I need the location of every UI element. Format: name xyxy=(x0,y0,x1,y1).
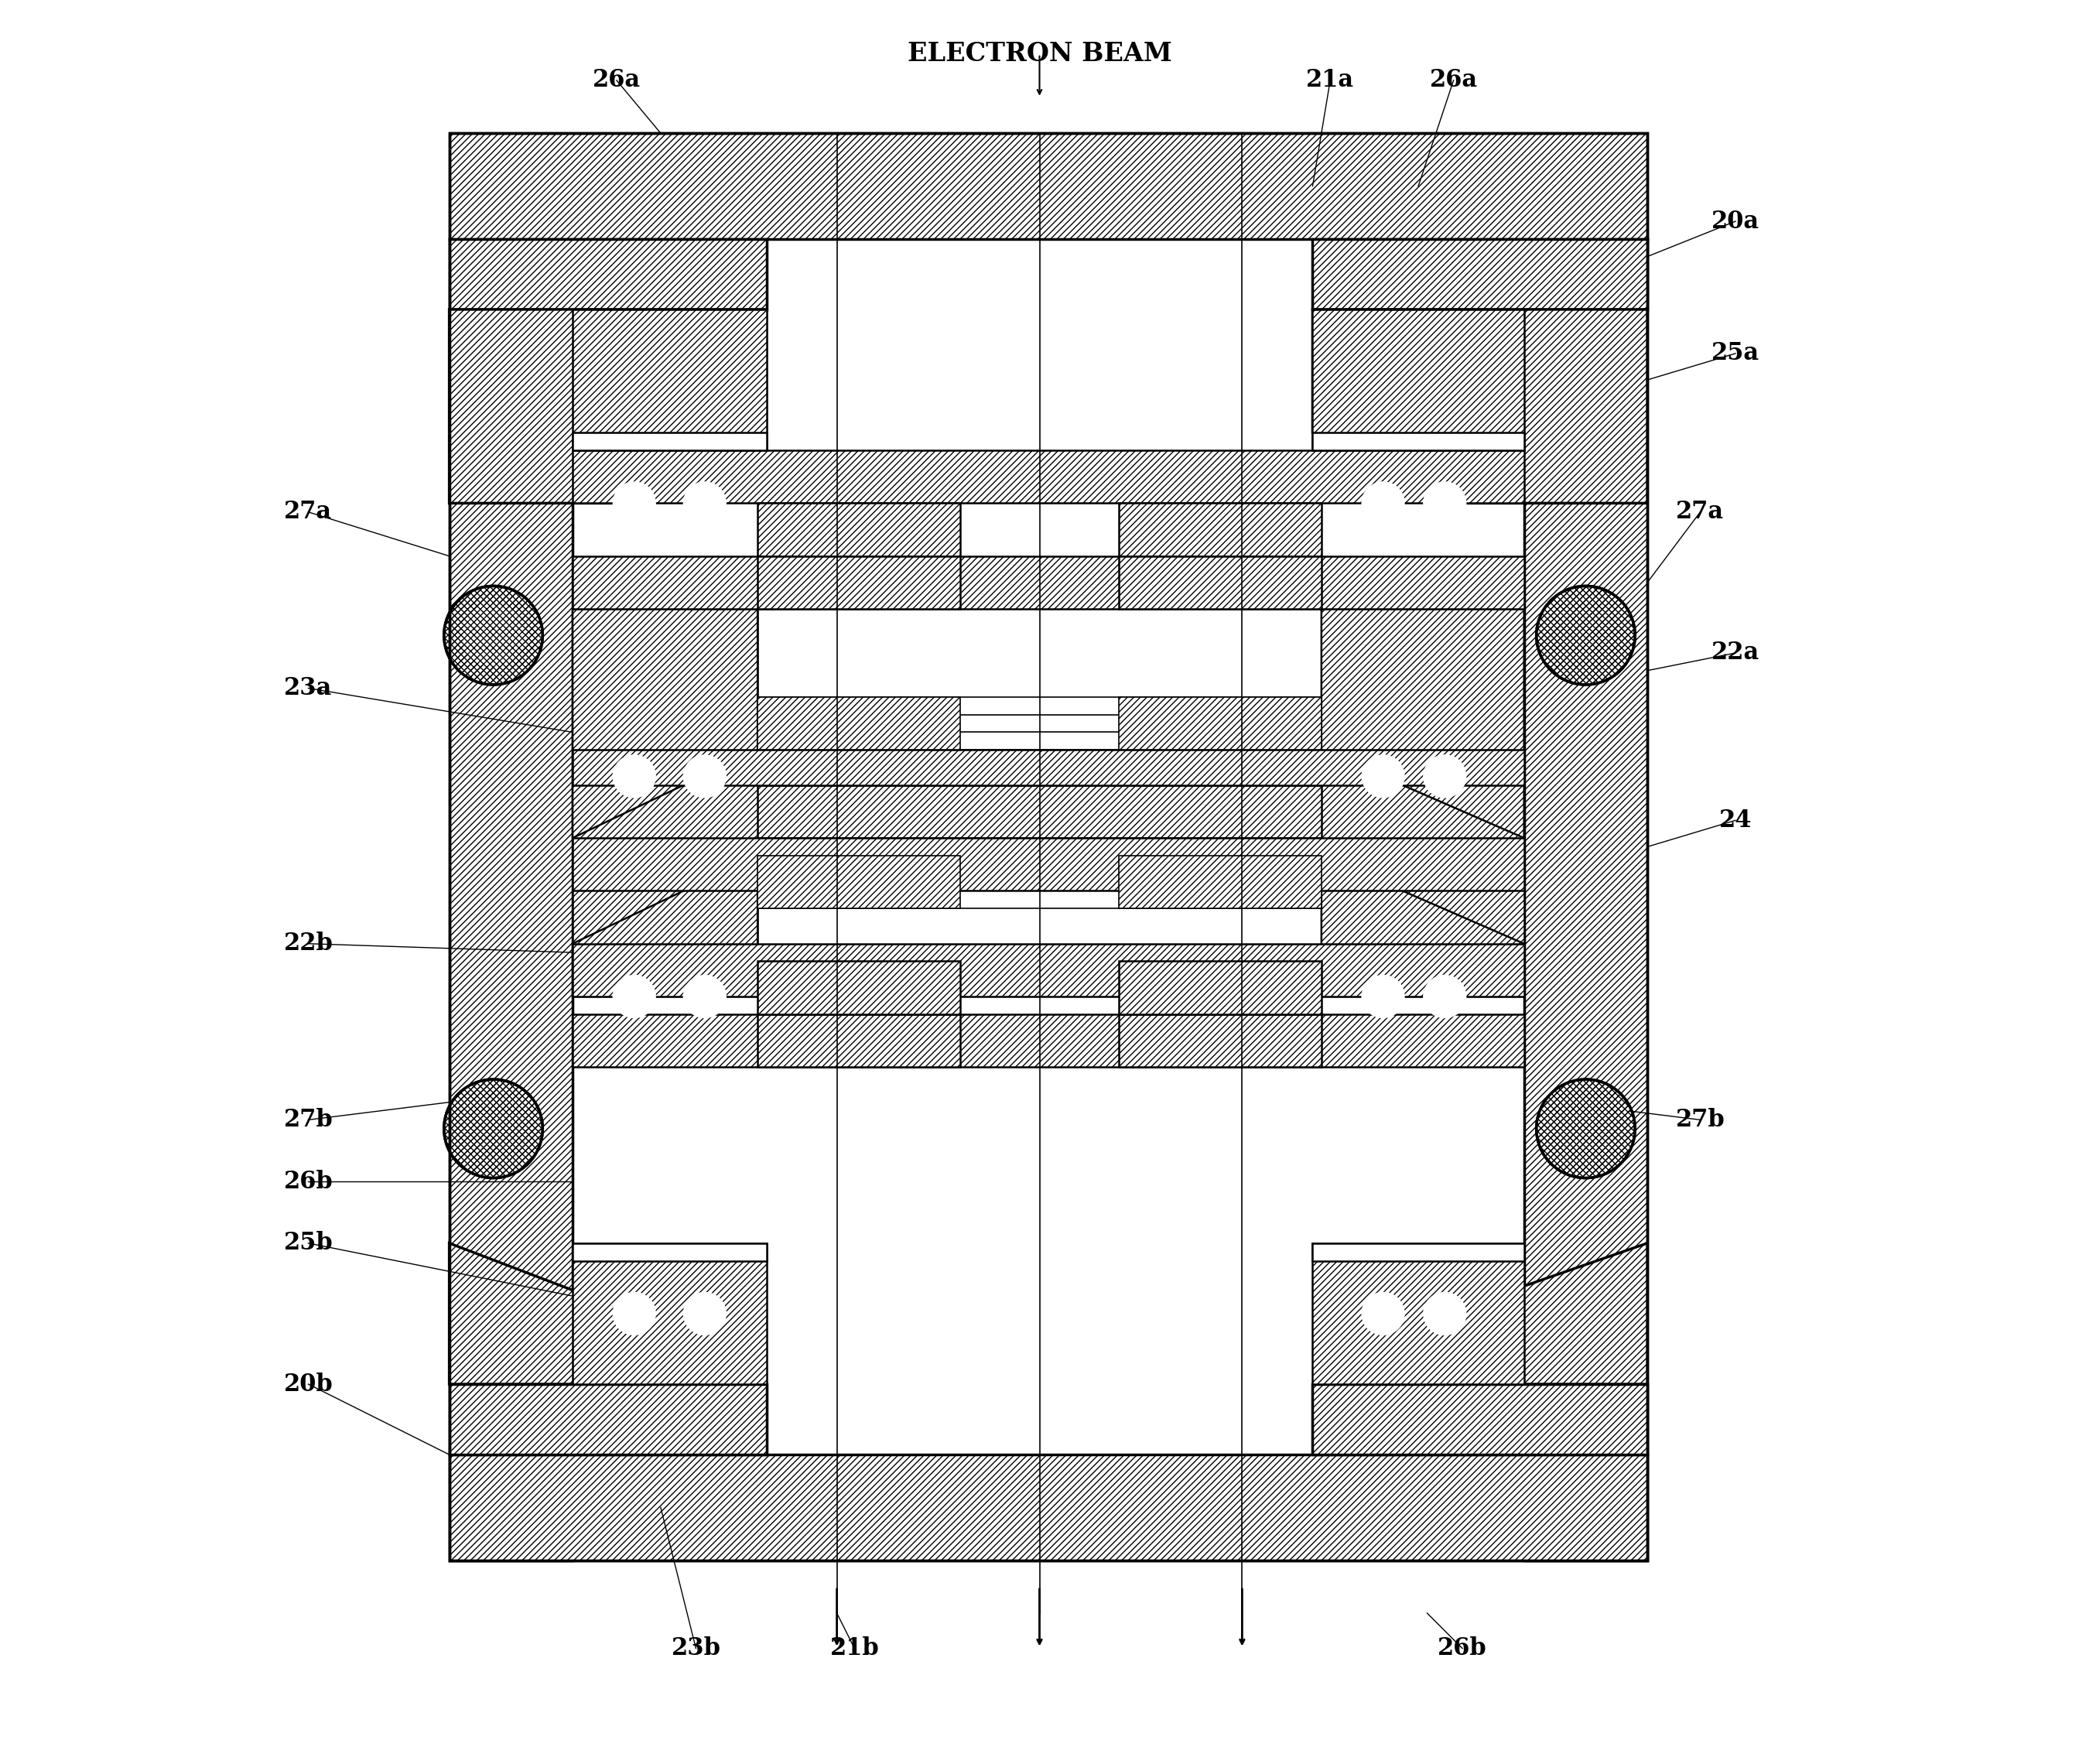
Bar xyxy=(572,556,1524,609)
Bar xyxy=(1312,238,1647,309)
Circle shape xyxy=(684,482,726,524)
Bar xyxy=(449,134,1647,1561)
Bar xyxy=(572,309,767,450)
Circle shape xyxy=(613,975,655,1018)
Bar xyxy=(449,238,572,1561)
Bar xyxy=(1312,432,1524,450)
Bar xyxy=(1119,697,1322,750)
Bar xyxy=(449,134,1647,238)
Circle shape xyxy=(1362,1293,1403,1335)
Bar xyxy=(1119,503,1322,556)
Bar xyxy=(449,1385,767,1455)
Text: 25b: 25b xyxy=(283,1231,333,1256)
Bar xyxy=(572,450,1524,503)
Circle shape xyxy=(613,755,655,797)
Text: ELECTRON BEAM: ELECTRON BEAM xyxy=(906,41,1173,67)
Circle shape xyxy=(1362,975,1403,1018)
Bar xyxy=(572,432,767,450)
Text: 20a: 20a xyxy=(1711,210,1759,233)
Polygon shape xyxy=(1322,856,1524,997)
Bar xyxy=(449,238,767,309)
Bar xyxy=(572,1244,767,1385)
Polygon shape xyxy=(449,1244,767,1385)
Text: 27a: 27a xyxy=(1676,499,1723,524)
Text: 27b: 27b xyxy=(283,1108,333,1132)
Bar xyxy=(1312,1385,1647,1455)
Polygon shape xyxy=(1322,609,1524,838)
Circle shape xyxy=(1424,975,1466,1018)
Text: 26b: 26b xyxy=(283,1170,333,1194)
Text: 27a: 27a xyxy=(285,499,333,524)
Circle shape xyxy=(1424,482,1466,524)
Text: 25a: 25a xyxy=(1711,342,1759,365)
Bar xyxy=(1119,556,1322,609)
Text: 22b: 22b xyxy=(283,931,333,956)
Bar xyxy=(449,1455,1647,1561)
Bar xyxy=(572,838,1524,891)
Bar xyxy=(572,785,1524,838)
Text: 24: 24 xyxy=(1719,808,1753,833)
Bar xyxy=(757,1014,960,1067)
Circle shape xyxy=(613,1293,655,1335)
Polygon shape xyxy=(1312,309,1647,503)
Bar xyxy=(572,1244,767,1261)
Bar xyxy=(757,961,960,1014)
Bar xyxy=(572,750,1524,785)
Circle shape xyxy=(684,755,726,797)
Text: 27b: 27b xyxy=(1676,1108,1726,1132)
Polygon shape xyxy=(572,609,757,838)
Bar xyxy=(757,856,960,908)
Bar xyxy=(1119,856,1322,908)
Bar xyxy=(1322,609,1524,944)
Circle shape xyxy=(1424,1293,1466,1335)
Text: 26a: 26a xyxy=(1430,69,1478,92)
Circle shape xyxy=(684,975,726,1018)
Text: 26b: 26b xyxy=(1439,1637,1486,1660)
Circle shape xyxy=(684,1293,726,1335)
Bar xyxy=(757,503,960,556)
Circle shape xyxy=(1362,482,1403,524)
Text: 23a: 23a xyxy=(285,676,333,700)
Polygon shape xyxy=(572,856,757,997)
Polygon shape xyxy=(449,309,767,503)
Text: 21a: 21a xyxy=(1306,69,1353,92)
Polygon shape xyxy=(1312,1244,1647,1385)
Circle shape xyxy=(613,482,655,524)
Bar xyxy=(572,609,757,944)
Bar xyxy=(1119,961,1322,1014)
Bar xyxy=(1312,1244,1524,1261)
Bar xyxy=(572,1014,1524,1067)
Text: 26a: 26a xyxy=(593,69,640,92)
Circle shape xyxy=(462,603,526,667)
Bar xyxy=(757,697,960,750)
Circle shape xyxy=(1424,755,1466,797)
Bar xyxy=(572,944,1524,997)
Bar xyxy=(1524,238,1647,1561)
Bar xyxy=(1312,1244,1524,1385)
Text: 21b: 21b xyxy=(830,1637,879,1660)
Bar xyxy=(757,556,960,609)
Text: 23b: 23b xyxy=(672,1637,721,1660)
Bar xyxy=(1119,1014,1322,1067)
Bar xyxy=(1312,309,1524,450)
Text: 20b: 20b xyxy=(283,1372,333,1395)
Text: 22a: 22a xyxy=(1711,640,1759,665)
Circle shape xyxy=(1362,755,1403,797)
